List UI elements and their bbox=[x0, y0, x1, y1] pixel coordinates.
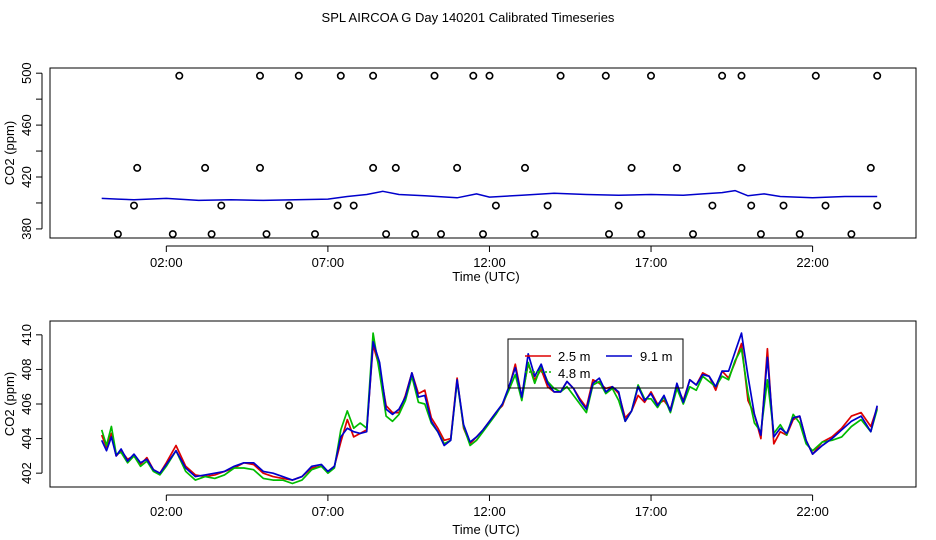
calibration-point bbox=[113, 230, 122, 239]
panel-bottom: 02:00 07:00 12:00 17:00 22:00 402 404 406 408 410… bbox=[2, 320, 917, 537]
legend-label-4.8m: 4.8 m bbox=[558, 366, 591, 381]
calibration-point bbox=[255, 71, 264, 80]
calibration-point bbox=[821, 201, 830, 210]
calibration-point bbox=[391, 163, 400, 172]
calibration-points bbox=[113, 71, 882, 239]
calibration-point bbox=[478, 230, 487, 239]
legend-label-9.1m: 9.1 m bbox=[640, 349, 673, 364]
y-axis-label-bottom: CO2 (ppm) bbox=[2, 372, 17, 436]
calibration-point bbox=[382, 230, 391, 239]
calibration-point bbox=[133, 163, 142, 172]
bottom-y-tick-label: 410 bbox=[19, 324, 34, 346]
top-x-tick-label: 22:00 bbox=[796, 255, 829, 270]
top-x-tick-label: 07:00 bbox=[312, 255, 345, 270]
calibration-point bbox=[688, 230, 697, 239]
calibration-point bbox=[168, 230, 177, 239]
calibration-point bbox=[847, 230, 856, 239]
calibration-point bbox=[436, 230, 445, 239]
bottom-y-tick-label: 404 bbox=[19, 428, 34, 450]
series-line-9.1m bbox=[100, 332, 879, 481]
top-x-tick-label: 17:00 bbox=[635, 255, 668, 270]
top-x-tick-label: 12:00 bbox=[473, 255, 506, 270]
top-y-tick-label: 420 bbox=[19, 166, 34, 188]
calibration-point bbox=[201, 163, 210, 172]
calibration-point bbox=[737, 163, 746, 172]
calibration-point bbox=[294, 71, 303, 80]
x-axis-label-bottom: Time (UTC) bbox=[452, 522, 519, 537]
calibration-point bbox=[646, 71, 655, 80]
panel-top: 02:00 07:00 12:00 17:00 22:00 380 420 460 500 Ti… bbox=[2, 62, 917, 284]
calibration-point bbox=[614, 201, 623, 210]
calibration-point bbox=[255, 163, 264, 172]
bottom-x-tick-label: 17:00 bbox=[635, 504, 668, 519]
calibration-point bbox=[556, 71, 565, 80]
series-line-4.8m bbox=[100, 332, 879, 485]
top-x-tick-label: 02:00 bbox=[150, 255, 183, 270]
calibration-point bbox=[207, 230, 216, 239]
calibration-point bbox=[873, 201, 882, 210]
bottom-x-tick-label: 02:00 bbox=[150, 504, 183, 519]
calibration-point bbox=[708, 201, 717, 210]
bottom-y-tick-label: 408 bbox=[19, 359, 34, 381]
calibration-point bbox=[795, 230, 804, 239]
calibration-point bbox=[485, 71, 494, 80]
calibration-point bbox=[811, 71, 820, 80]
calibration-point bbox=[520, 163, 529, 172]
calibration-point bbox=[672, 163, 681, 172]
y-axis-label-top: CO2 (ppm) bbox=[2, 121, 17, 185]
plot-frame-top bbox=[49, 67, 917, 239]
timeseries-line bbox=[101, 189, 878, 202]
calibration-point bbox=[217, 201, 226, 210]
calibration-point bbox=[779, 201, 788, 210]
calibration-point bbox=[756, 230, 765, 239]
top-y-tick-label: 500 bbox=[19, 62, 34, 84]
bottom-x-tick-label: 07:00 bbox=[312, 504, 345, 519]
calibration-point bbox=[349, 201, 358, 210]
calibration-point bbox=[737, 71, 746, 80]
calibration-point bbox=[262, 230, 271, 239]
plot-frame-bottom bbox=[49, 320, 917, 488]
calibration-point bbox=[469, 71, 478, 80]
calibration-point bbox=[285, 201, 294, 210]
calibration-point bbox=[543, 201, 552, 210]
calibration-point bbox=[453, 163, 462, 172]
calibration-point bbox=[747, 201, 756, 210]
calibration-point bbox=[336, 71, 345, 80]
calibration-point bbox=[310, 230, 319, 239]
series-lines bbox=[100, 332, 879, 485]
calibration-point bbox=[411, 230, 420, 239]
calibration-point bbox=[866, 163, 875, 172]
calibration-point bbox=[369, 71, 378, 80]
calibration-point bbox=[430, 71, 439, 80]
top-y-tick-label: 380 bbox=[19, 218, 34, 240]
axes-top: 02:00 07:00 12:00 17:00 22:00 380 420 460 500 bbox=[19, 62, 829, 270]
calibration-point bbox=[333, 201, 342, 210]
x-axis-label-top: Time (UTC) bbox=[452, 269, 519, 284]
calibration-point bbox=[637, 230, 646, 239]
calibration-point bbox=[627, 163, 636, 172]
legend-box bbox=[507, 338, 684, 389]
legend: 2.5 m 9.1 m 4.8 m bbox=[507, 338, 684, 389]
axes-bottom: 02:00 07:00 12:00 17:00 22:00 402 404 406 408 410 bbox=[19, 324, 829, 519]
figure-title: SPL AIRCOA G Day 140201 Calibrated Times… bbox=[322, 10, 615, 25]
calibration-point bbox=[175, 71, 184, 80]
timeseries-line-top bbox=[101, 189, 878, 202]
bottom-x-tick-label: 12:00 bbox=[473, 504, 506, 519]
calibration-point bbox=[604, 230, 613, 239]
calibration-point bbox=[369, 163, 378, 172]
bottom-y-tick-label: 406 bbox=[19, 393, 34, 415]
calibration-point bbox=[530, 230, 539, 239]
legend-label-2.5m: 2.5 m bbox=[558, 349, 591, 364]
top-y-tick-label: 460 bbox=[19, 114, 34, 136]
series-line-2.5m bbox=[100, 342, 879, 481]
calibration-point bbox=[873, 71, 882, 80]
calibration-point bbox=[130, 201, 139, 210]
bottom-y-tick-label: 402 bbox=[19, 462, 34, 484]
calibration-point bbox=[491, 201, 500, 210]
calibration-point bbox=[718, 71, 727, 80]
bottom-x-tick-label: 22:00 bbox=[796, 504, 829, 519]
calibration-point bbox=[601, 71, 610, 80]
